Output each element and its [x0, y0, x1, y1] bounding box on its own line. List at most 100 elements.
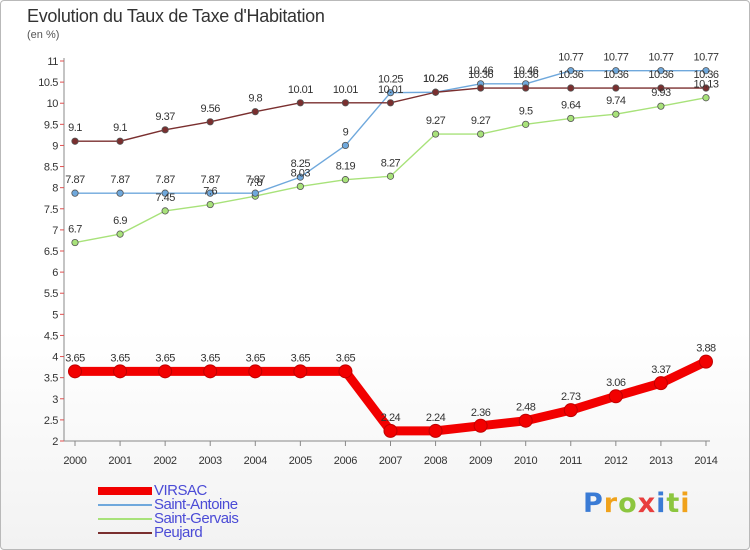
y-tick-label: 4.5: [44, 330, 58, 342]
data-label-peujard: 9.8: [248, 93, 262, 105]
data-label-saint-gervais: 9.64: [561, 99, 581, 111]
y-tick-label: 6: [52, 267, 58, 279]
data-point-virsac: [293, 364, 308, 379]
x-tick-label: 2003: [199, 455, 222, 467]
y-tick-label: 5: [52, 309, 58, 321]
data-label-peujard: 10.36: [558, 69, 583, 81]
y-tick-label: 10.5: [38, 77, 58, 89]
logo-letter: x: [637, 488, 657, 519]
data-point-saint-antoine: [206, 189, 214, 197]
data-point-virsac: [518, 413, 533, 428]
data-label-saint-gervais: 10.13: [693, 79, 718, 91]
data-point-peujard: [341, 99, 350, 107]
y-tick-label: 10: [47, 98, 59, 110]
data-point-virsac: [383, 423, 398, 438]
data-point-peujard: [431, 88, 440, 96]
legend-swatch-saint-antoine: [98, 504, 152, 506]
x-tick-label: 2009: [469, 455, 492, 467]
x-tick-label: 2008: [424, 455, 447, 467]
data-point-saint-gervais: [612, 110, 620, 118]
x-tick-label: 2004: [244, 455, 267, 467]
data-point-saint-antoine: [657, 67, 665, 75]
data-label-virsac: 3.65: [246, 352, 266, 364]
data-label-saint-antoine: 7.87: [65, 174, 85, 186]
data-point-virsac: [698, 354, 713, 369]
data-point-virsac: [563, 403, 578, 418]
chart-title: Evolution du Taux de Taxe d'Habitation: [27, 6, 325, 26]
x-tick-label: 2011: [560, 455, 583, 467]
data-label-peujard: 10.01: [378, 84, 403, 96]
data-point-saint-antoine: [702, 67, 710, 75]
data-point-peujard: [477, 84, 485, 92]
data-label-peujard: 10.26: [423, 73, 448, 85]
data-point-virsac: [653, 376, 668, 391]
data-label-saint-antoine: 10.26: [423, 73, 448, 85]
data-point-peujard: [116, 137, 124, 145]
data-point-saint-gervais: [206, 200, 214, 209]
data-label-saint-antoine: 10.77: [603, 52, 628, 64]
data-point-saint-gervais: [71, 238, 79, 247]
legend-swatch-peujard: [98, 532, 152, 534]
y-tick-label: 9: [52, 140, 58, 152]
data-label-saint-gervais: 7.45: [155, 192, 175, 204]
proxiti-logo: Proxiti: [583, 488, 691, 519]
data-label-saint-antoine: 10.46: [513, 65, 538, 77]
data-label-saint-gervais: 6.9: [113, 215, 127, 227]
data-point-saint-gervais: [567, 114, 575, 123]
data-point-virsac: [248, 364, 263, 379]
data-label-saint-antoine: 7.87: [200, 174, 220, 186]
data-point-saint-antoine: [296, 173, 304, 181]
data-label-peujard: 10.36: [513, 69, 538, 81]
data-point-saint-antoine: [71, 189, 79, 197]
data-point-saint-antoine: [116, 189, 124, 197]
y-tick-label: 3: [52, 394, 58, 406]
data-label-peujard: 9.56: [200, 103, 220, 115]
y-tick-label: 2: [52, 436, 58, 448]
data-label-saint-gervais: 7.6: [203, 186, 217, 198]
y-tick-label: 4: [52, 352, 58, 364]
y-tick-label: 11: [47, 56, 58, 68]
data-label-virsac: 3.65: [110, 352, 130, 364]
legend-label-virsac: VIRSAC: [154, 482, 207, 499]
data-point-peujard: [612, 84, 620, 92]
data-label-peujard: 10.36: [648, 69, 673, 81]
data-point-saint-gervais: [386, 172, 395, 180]
data-point-saint-antoine: [341, 141, 350, 150]
data-label-saint-gervais: 9.74: [606, 95, 626, 107]
data-label-virsac: 2.48: [516, 402, 536, 414]
data-point-peujard: [71, 137, 79, 145]
logo-letter: P: [583, 488, 604, 519]
x-tick-label: 2005: [289, 455, 312, 467]
legend-swatch-virsac: [98, 487, 152, 495]
data-label-virsac: 3.65: [65, 352, 85, 364]
data-label-peujard: 9.37: [155, 111, 175, 123]
data-point-peujard: [251, 108, 259, 116]
data-point-virsac: [68, 364, 82, 379]
data-label-saint-gervais: 9.5: [519, 105, 533, 117]
data-label-virsac: 2.36: [471, 407, 491, 419]
logo-letter: i: [680, 488, 691, 519]
data-label-peujard: 10.36: [468, 69, 493, 81]
data-point-saint-antoine: [161, 189, 169, 197]
data-point-virsac: [113, 364, 128, 379]
data-label-saint-gervais: 9.93: [651, 87, 671, 99]
data-label-saint-antoine: 9: [343, 126, 349, 138]
data-point-saint-gervais: [477, 130, 485, 138]
data-label-virsac: 3.65: [336, 352, 356, 364]
data-label-peujard: 10.01: [288, 84, 313, 96]
data-label-peujard: 10.01: [333, 84, 358, 96]
data-label-saint-gervais: 7.8: [248, 177, 262, 189]
logo-letter: r: [603, 488, 619, 519]
data-label-saint-gervais: 8.19: [336, 161, 356, 173]
x-tick-label: 2012: [604, 455, 627, 467]
data-label-virsac: 3.65: [291, 352, 311, 364]
data-label-saint-antoine: 10.77: [648, 52, 673, 64]
data-label-peujard: 10.36: [693, 69, 718, 81]
x-tick-label: 2000: [63, 455, 86, 467]
data-label-saint-antoine: 10.77: [558, 52, 583, 64]
data-point-peujard: [567, 84, 575, 92]
data-point-peujard: [702, 84, 710, 92]
logo-letter: i: [656, 488, 667, 519]
y-tick-label: 5.5: [44, 288, 58, 300]
